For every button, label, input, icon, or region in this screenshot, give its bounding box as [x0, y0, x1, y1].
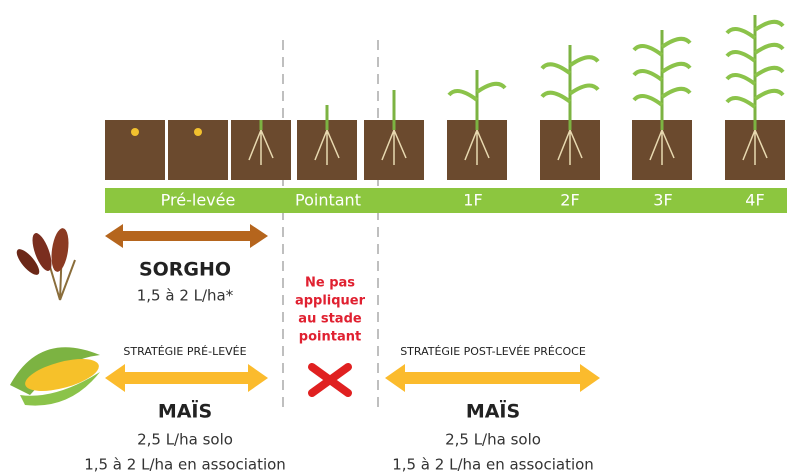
leaf: [755, 91, 783, 99]
strategies: STRATÉGIE PRÉ-LEVÉE MAÏS 2,5 L/ha solo 1,5 …: [84, 345, 594, 474]
infographic: Pré-levée Pointant 1F 2F 3F 4F SORGHO 1,5 à 2…: [0, 0, 787, 476]
leaf: [755, 22, 783, 30]
leaf: [727, 75, 755, 84]
leaf: [662, 89, 690, 97]
leaf: [634, 96, 662, 105]
leaf: [542, 93, 570, 102]
corn-icon: [10, 347, 102, 405]
warning-line: au stade: [298, 312, 362, 327]
stage-label: 2F: [560, 191, 579, 210]
stage-label: 4F: [745, 191, 764, 210]
seed: [131, 128, 139, 136]
sorgho-arrow: [105, 224, 268, 248]
leaf: [570, 86, 598, 94]
crop-title: MAÏS: [466, 399, 520, 423]
leaf: [755, 45, 783, 53]
leaf: [449, 91, 477, 100]
strategy-arrow: [385, 364, 600, 392]
crop-title: MAÏS: [158, 399, 212, 423]
stage-label: 1F: [463, 191, 482, 210]
warning-line: Ne pas: [305, 276, 355, 291]
sorghum-icon: [13, 227, 75, 300]
leaf: [727, 52, 755, 61]
leaf: [634, 71, 662, 80]
sorgho-dose: 1,5 à 2 L/ha*: [137, 287, 234, 305]
leaf: [727, 98, 755, 107]
leaf: [727, 29, 755, 38]
leaf: [662, 39, 690, 47]
stage-label: 3F: [653, 191, 672, 210]
strategy-label: STRATÉGIE PRÉ-LEVÉE: [123, 345, 246, 358]
warning-line: appliquer: [295, 294, 366, 309]
seed: [194, 128, 202, 136]
leaf: [542, 64, 570, 73]
red-cross: [312, 367, 348, 393]
leaf: [570, 57, 598, 65]
warning-line: pointant: [299, 330, 361, 345]
leaf: [634, 46, 662, 55]
dose: 2,5 L/ha solo: [137, 431, 233, 449]
dose: 1,5 à 2 L/ha en association: [392, 456, 594, 474]
leaf: [662, 64, 690, 72]
dose: 2,5 L/ha solo: [445, 431, 541, 449]
stage-label: Pointant: [295, 191, 361, 210]
strategy-arrow: [105, 364, 268, 392]
leaf: [477, 84, 505, 92]
warning: Ne pas appliquer au stade pointant: [295, 276, 366, 345]
sorgho-title: SORGHO: [139, 259, 231, 281]
leaf: [755, 68, 783, 76]
growth-stages: [105, 15, 785, 180]
stage-label: Pré-levée: [161, 191, 236, 210]
dose: 1,5 à 2 L/ha en association: [84, 456, 286, 474]
strategy-label: STRATÉGIE POST-LEVÉE PRÉCOCE: [400, 345, 586, 358]
